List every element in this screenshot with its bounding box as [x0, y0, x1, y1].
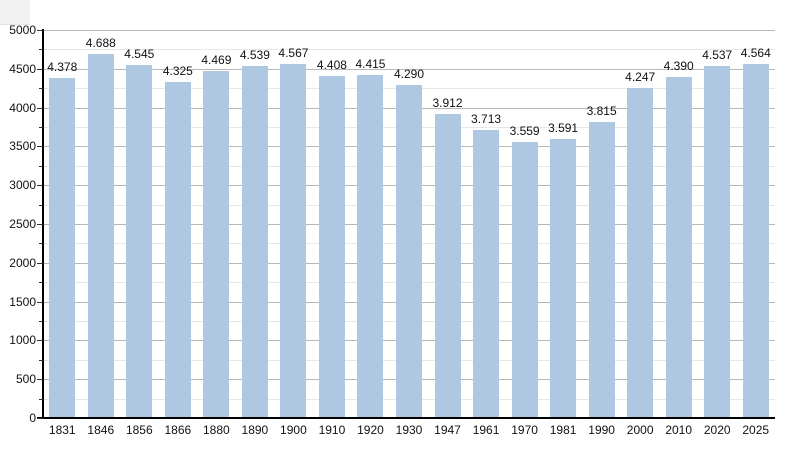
y-tick-label: 1500 — [9, 294, 36, 309]
x-tick-label: 1900 — [280, 423, 307, 437]
bar-value-label: 4.390 — [663, 59, 694, 74]
bar-value-label: 4.290 — [393, 67, 425, 82]
y-axis-line — [42, 29, 44, 418]
bar-2010 — [665, 77, 692, 418]
bar-1846 — [87, 54, 114, 418]
bar-value-label: 4.247 — [625, 70, 656, 85]
bar-value-label: 3.591 — [548, 121, 579, 136]
x-tick-label: 2000 — [626, 423, 654, 437]
corner-artifact-box — [0, 0, 30, 25]
bar-value-label: 4.545 — [124, 47, 155, 62]
x-tick-label: 1981 — [549, 423, 577, 437]
y-axis-tick — [37, 30, 43, 31]
bar-1880 — [203, 71, 230, 418]
x-tick-label: 1890 — [241, 423, 269, 437]
bar-value-label: 4.378 — [47, 60, 78, 75]
y-axis-tick — [37, 262, 43, 264]
bar-value-label: 4.567 — [278, 45, 309, 60]
bar-1961 — [473, 129, 500, 418]
major-gridline — [43, 68, 775, 70]
bar-value-label: 4.469 — [201, 53, 232, 68]
x-tick-label: 1961 — [472, 423, 500, 437]
y-axis-tick — [39, 243, 43, 245]
bar-2000 — [627, 88, 654, 418]
y-axis-tick — [37, 379, 43, 381]
x-tick-label: 1831 — [48, 423, 76, 437]
chart-plot-area: 4.378 4.688 4.545 4.325 4.469 4.539 4.567 4.408… — [43, 30, 775, 418]
y-axis-tick — [37, 301, 43, 303]
bar-1910 — [318, 75, 345, 418]
y-tick-label: 5000 — [9, 23, 36, 37]
bar-value-label: 4.415 — [355, 57, 386, 72]
bar-value-label: 3.912 — [432, 96, 463, 111]
bar-1920 — [357, 75, 384, 418]
y-tick-label: 4500 — [9, 61, 36, 76]
x-tick-label: 2010 — [665, 423, 693, 437]
y-tick-label: 4000 — [9, 100, 36, 115]
y-axis-tick — [39, 88, 43, 90]
x-axis-line — [37, 417, 775, 419]
bar-value-label: 3.713 — [471, 111, 502, 126]
bar-value-label: 4.537 — [702, 47, 733, 62]
bar-value-label: 4.688 — [85, 36, 116, 51]
y-axis-tick — [39, 398, 43, 400]
bar-1981 — [550, 139, 577, 418]
x-tick-label: 1856 — [125, 423, 153, 437]
y-axis-tick — [37, 107, 43, 109]
bar-1947 — [434, 114, 461, 418]
x-tick-label: 1920 — [357, 423, 384, 437]
y-axis-tick — [39, 321, 43, 322]
bar-value-label: 4.325 — [162, 64, 193, 79]
x-tick-label: 2020 — [703, 423, 731, 437]
y-axis-tick — [39, 49, 43, 51]
y-tick-label: 2500 — [9, 217, 36, 231]
y-tick-label: 3500 — [9, 139, 36, 154]
x-tick-label: 2025 — [742, 423, 770, 437]
bar-1856 — [126, 65, 153, 418]
bar-2025 — [742, 63, 769, 418]
y-tick-label: 0 — [29, 411, 36, 425]
bar-2020 — [704, 65, 731, 418]
y-axis-tick — [39, 165, 43, 167]
x-tick-label: 1990 — [588, 423, 615, 437]
y-axis-tick — [39, 282, 43, 284]
bar-value-label: 4.539 — [239, 47, 270, 62]
y-axis-tick — [39, 204, 43, 206]
bar-1866 — [164, 82, 191, 418]
x-tick-label: 1866 — [164, 423, 192, 437]
y-axis-tick — [37, 146, 43, 148]
y-tick-label: 500 — [15, 372, 36, 387]
x-tick-label: 1846 — [87, 423, 115, 437]
bar-1900 — [280, 63, 307, 418]
y-tick-label: 1000 — [9, 333, 36, 348]
y-axis-tick — [37, 185, 43, 187]
y-axis-tick — [39, 359, 43, 361]
x-tick-label: 1970 — [511, 423, 538, 437]
bar-1970 — [511, 141, 538, 418]
bar-value-label: 3.559 — [509, 123, 540, 138]
bar-1990 — [588, 121, 615, 418]
x-tick-label: 1910 — [318, 423, 346, 437]
x-tick-label: 1880 — [203, 423, 230, 437]
y-axis-tick — [37, 224, 43, 225]
x-tick-label: 1930 — [395, 423, 423, 437]
bar-value-label: 3.815 — [586, 103, 617, 118]
x-tick-label: 1947 — [434, 423, 461, 437]
y-axis-tick — [39, 127, 43, 128]
y-axis-tick — [37, 418, 43, 419]
y-tick-label: 3000 — [9, 178, 36, 193]
bar-1930 — [396, 85, 422, 418]
bar-value-label: 4.564 — [740, 45, 771, 60]
y-tick-label: 2000 — [9, 255, 36, 270]
bar-1890 — [241, 65, 268, 418]
minor-gridline — [43, 49, 775, 51]
y-axis-tick — [37, 340, 43, 342]
major-gridline — [43, 30, 775, 31]
bar-1831 — [49, 78, 76, 418]
y-axis-tick — [37, 68, 43, 70]
bar-value-label: 4.408 — [316, 57, 347, 72]
